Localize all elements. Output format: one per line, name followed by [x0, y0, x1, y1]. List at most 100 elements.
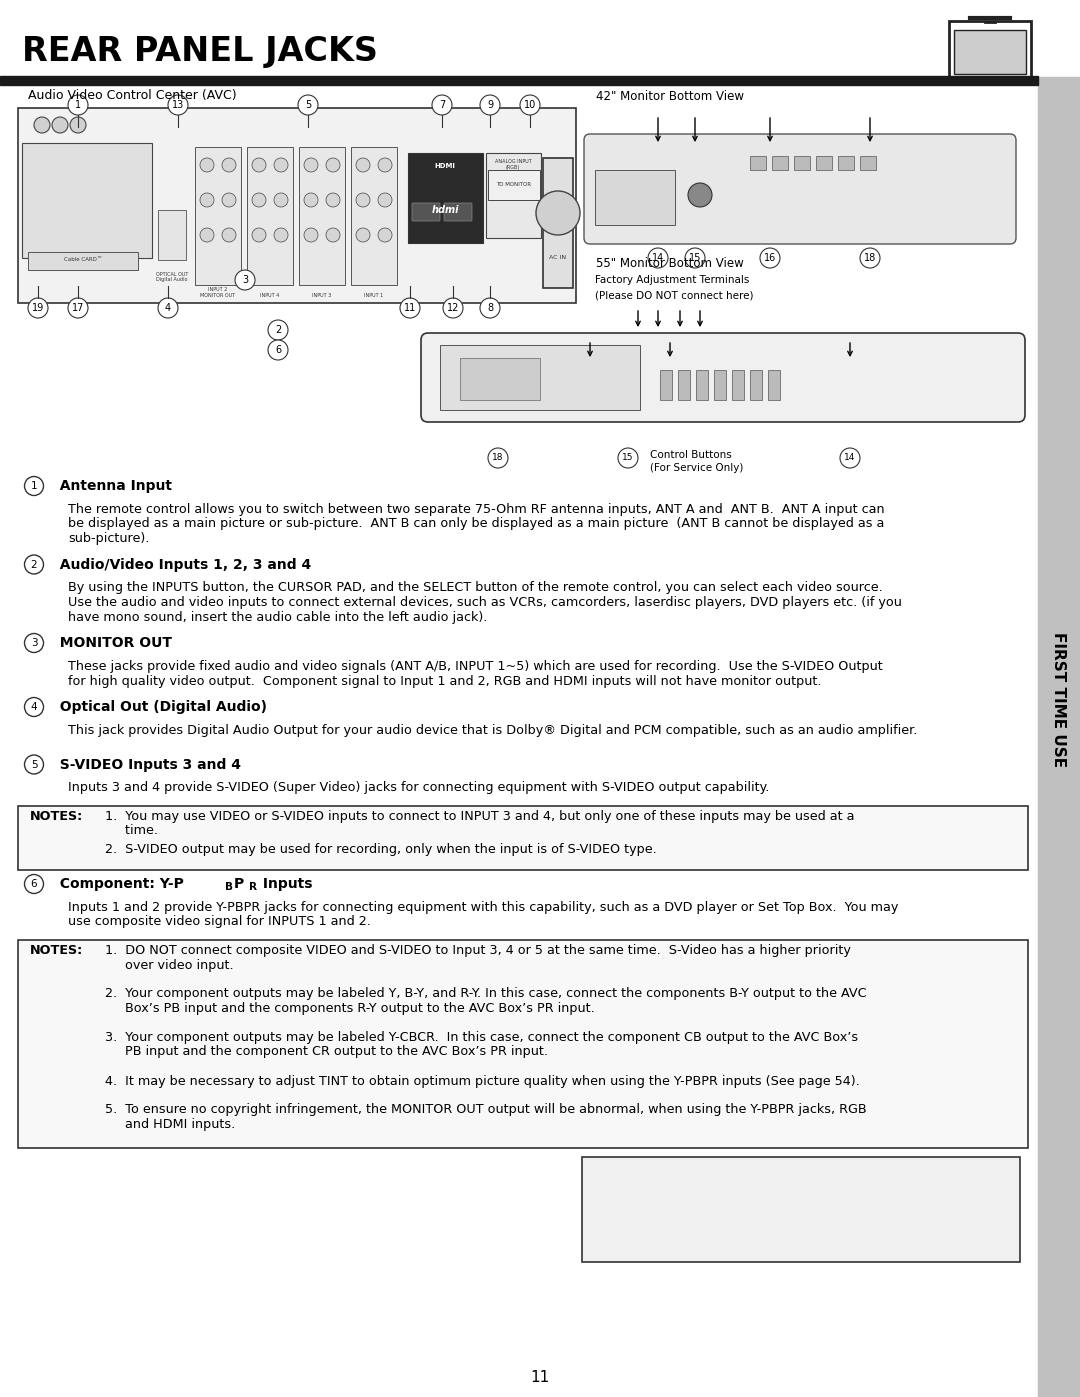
Bar: [954, 29, 1026, 74]
Circle shape: [356, 193, 370, 207]
Circle shape: [268, 339, 288, 360]
Circle shape: [28, 298, 48, 319]
Bar: [678, 370, 690, 400]
Text: 10: 10: [524, 101, 536, 110]
Text: Cable CARD™: Cable CARD™: [64, 257, 103, 263]
Bar: [772, 156, 788, 170]
Text: 13: 13: [172, 101, 184, 110]
Text: 9: 9: [487, 101, 494, 110]
Text: The remote control allows you to switch between two separate 75-Ohm RF antenna i: The remote control allows you to switch …: [68, 503, 885, 515]
Text: 16: 16: [764, 253, 777, 263]
Circle shape: [378, 228, 392, 242]
Circle shape: [25, 476, 43, 496]
Text: 15: 15: [689, 253, 701, 263]
Circle shape: [268, 320, 288, 339]
Circle shape: [68, 298, 87, 319]
Text: 1: 1: [30, 481, 38, 490]
Text: 18: 18: [492, 454, 503, 462]
Bar: [18, 108, 576, 303]
Circle shape: [25, 875, 43, 894]
Text: 5: 5: [30, 760, 38, 770]
Circle shape: [685, 249, 705, 268]
Bar: [486, 154, 541, 237]
Text: 5: 5: [305, 101, 311, 110]
Circle shape: [158, 298, 178, 319]
Text: FIRST TIME USE: FIRST TIME USE: [1052, 633, 1067, 767]
Text: Inputs: Inputs: [258, 877, 312, 891]
Bar: [22, 142, 152, 258]
Circle shape: [688, 183, 712, 207]
Text: 8: 8: [487, 303, 494, 313]
Text: TO MONITOR: TO MONITOR: [497, 183, 531, 187]
Circle shape: [222, 158, 237, 172]
Text: 11: 11: [530, 1370, 550, 1384]
Bar: [488, 170, 540, 200]
Circle shape: [400, 298, 420, 319]
Text: OPTICAL OUT
Digital Audio: OPTICAL OUT Digital Audio: [156, 271, 188, 282]
Text: 18: 18: [864, 253, 876, 263]
Circle shape: [840, 448, 860, 468]
Text: This jack provides Digital Audio Output for your audio device that is Dolby® Dig: This jack provides Digital Audio Output …: [68, 724, 917, 738]
FancyBboxPatch shape: [444, 203, 472, 221]
Text: By using the INPUTS button, the CURSOR PAD, and the SELECT button of the remote : By using the INPUTS button, the CURSOR P…: [68, 581, 882, 595]
Text: 55" Monitor Bottom View: 55" Monitor Bottom View: [596, 257, 744, 270]
Bar: [595, 170, 675, 225]
Circle shape: [443, 298, 463, 319]
Text: 2.  S-VIDEO output may be used for recording, only when the input is of S-VIDEO : 2. S-VIDEO output may be used for record…: [105, 842, 657, 856]
Bar: [838, 156, 854, 170]
Text: 12: 12: [447, 303, 459, 313]
Text: 42" Monitor Bottom View: 42" Monitor Bottom View: [596, 89, 744, 103]
Text: Audio Video Control Center (AVC): Audio Video Control Center (AVC): [28, 89, 237, 102]
Text: INPUT 1: INPUT 1: [364, 293, 383, 298]
Text: 14: 14: [845, 454, 855, 462]
Circle shape: [618, 448, 638, 468]
Text: AC IN: AC IN: [550, 256, 567, 260]
Bar: [28, 251, 138, 270]
Text: 3: 3: [30, 638, 38, 648]
Bar: [408, 154, 483, 243]
Text: 2: 2: [30, 560, 38, 570]
Text: 7: 7: [438, 101, 445, 110]
Text: 4.  It may be necessary to adjust TINT to obtain optimum picture quality when us: 4. It may be necessary to adjust TINT to…: [105, 1074, 860, 1087]
Circle shape: [356, 228, 370, 242]
Text: time.: time.: [105, 824, 158, 837]
Text: INPUT 2
MONITOR OUT: INPUT 2 MONITOR OUT: [201, 288, 235, 298]
Text: NOTES:: NOTES:: [30, 944, 83, 957]
Text: 6: 6: [275, 345, 281, 355]
Circle shape: [303, 228, 318, 242]
Circle shape: [303, 193, 318, 207]
Circle shape: [519, 95, 540, 115]
Bar: [696, 370, 708, 400]
Bar: [750, 370, 762, 400]
Bar: [247, 147, 293, 285]
Text: Audio/Video Inputs 1, 2, 3 and 4: Audio/Video Inputs 1, 2, 3 and 4: [50, 557, 311, 571]
Text: HDMI: HDMI: [434, 163, 456, 169]
Circle shape: [68, 95, 87, 115]
Text: sub-picture).: sub-picture).: [68, 532, 149, 545]
Text: Box’s PB input and the components R-Y output to the AVC Box’s PR input.: Box’s PB input and the components R-Y ou…: [105, 1002, 595, 1016]
Circle shape: [252, 228, 266, 242]
Text: 3: 3: [242, 275, 248, 285]
Circle shape: [274, 158, 288, 172]
Text: 2: 2: [275, 326, 281, 335]
Bar: [816, 156, 832, 170]
Text: R: R: [249, 883, 257, 893]
Circle shape: [33, 117, 50, 133]
Text: S-VIDEO Inputs 3 and 4: S-VIDEO Inputs 3 and 4: [50, 757, 241, 771]
Text: MONITOR OUT: MONITOR OUT: [50, 636, 172, 650]
Text: Antenna Input: Antenna Input: [50, 479, 172, 493]
Polygon shape: [582, 1157, 1020, 1261]
Text: 2.  Your component outputs may be labeled Y, B-Y, and R-Y. In this case, connect: 2. Your component outputs may be labeled…: [105, 988, 866, 1000]
Text: Optical Out (Digital Audio): Optical Out (Digital Audio): [50, 700, 267, 714]
Text: Component: Y-P: Component: Y-P: [50, 877, 184, 891]
Circle shape: [200, 193, 214, 207]
Circle shape: [303, 158, 318, 172]
Bar: [195, 147, 241, 285]
Circle shape: [70, 117, 86, 133]
Circle shape: [168, 95, 188, 115]
Circle shape: [252, 158, 266, 172]
Text: 1: 1: [75, 101, 81, 110]
Text: 19: 19: [32, 303, 44, 313]
Bar: [543, 158, 573, 288]
Circle shape: [378, 193, 392, 207]
